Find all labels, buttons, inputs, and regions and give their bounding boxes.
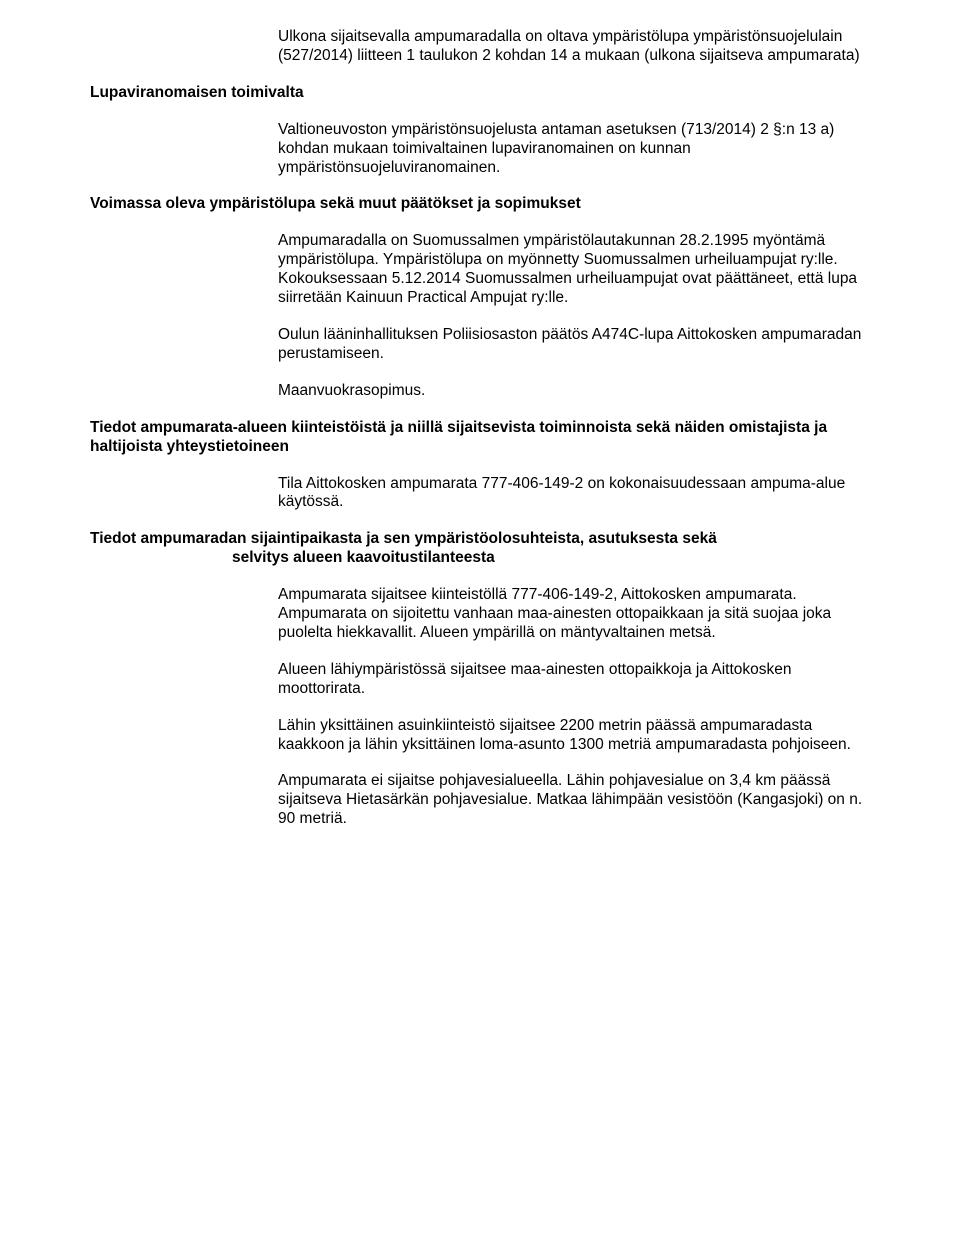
heading-location-line2: selvitys alueen kaavoitustilanteesta [232,549,870,568]
property-paragraph: Tila Aittokosken ampumarata 777-406-149-… [278,475,870,513]
location-paragraph-3: Lähin yksittäinen asuinkiinteistö sijait… [278,717,870,755]
existing-permit-paragraph-1: Ampumaradalla on Suomussalmen ympäristöl… [278,232,870,308]
location-paragraph-2: Alueen lähiympäristössä sijaitsee maa-ai… [278,661,870,699]
intro-paragraph: Ulkona sijaitsevalla ampumaradalla on ol… [278,28,870,66]
authority-paragraph: Valtioneuvoston ympäristönsuojelusta ant… [278,121,870,178]
heading-property-info: Tiedot ampumarata-alueen kiinteistöistä … [90,419,870,457]
location-paragraph-1: Ampumarata sijaitsee kiinteistöllä 777-4… [278,586,870,643]
location-paragraph-4: Ampumarata ei sijaitse pohjavesialueella… [278,772,870,829]
heading-authority: Lupaviranomaisen toimivalta [90,84,870,103]
existing-permit-paragraph-2: Oulun lääninhallituksen Poliisiosaston p… [278,326,870,364]
existing-permit-paragraph-3: Maanvuokrasopimus. [278,382,870,401]
heading-existing-permit: Voimassa oleva ympäristölupa sekä muut p… [90,195,870,214]
heading-location-line1: Tiedot ampumaradan sijaintipaikasta ja s… [90,530,870,549]
